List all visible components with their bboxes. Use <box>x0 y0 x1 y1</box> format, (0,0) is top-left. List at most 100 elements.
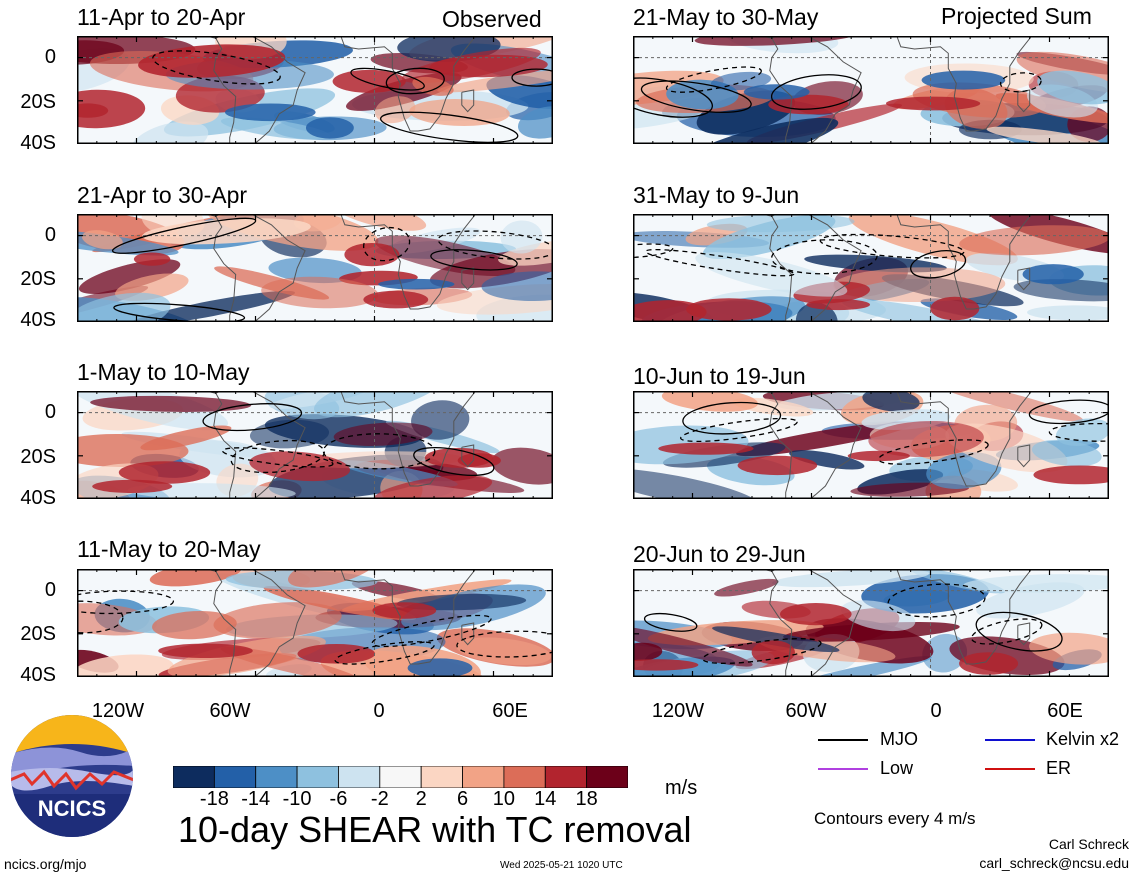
mjo-contour <box>1048 422 1109 442</box>
mjo-contour <box>702 638 822 664</box>
colorbar-swatch <box>255 766 298 788</box>
mjo-contour <box>77 590 175 615</box>
legend-label-mjo: MJO <box>880 729 918 749</box>
panel-title-8: 20-Jun to 29-Jun <box>633 541 806 567</box>
mjo-contour <box>910 250 967 279</box>
footer-email[interactable]: carl_schreck@ncsu.edu <box>979 855 1129 871</box>
colorbar-swatch <box>338 766 381 788</box>
shear-anomaly <box>409 99 510 126</box>
panel-frame <box>633 569 1109 677</box>
shear-anomaly <box>633 642 663 662</box>
colorbar-swatch <box>296 766 339 788</box>
mjo-contour <box>645 248 795 277</box>
panel-title-3: 1-May to 10-May <box>77 359 250 385</box>
colorbar-swatch <box>379 766 422 788</box>
shear-anomaly <box>959 225 1109 256</box>
shear-anomaly <box>141 214 205 238</box>
mjo-contour <box>202 403 303 432</box>
shear-anomaly <box>90 395 252 412</box>
y-tick-label: 40S <box>20 664 56 686</box>
mjo-contour <box>1028 399 1109 425</box>
shear-anomaly <box>481 271 553 302</box>
coastline <box>461 444 475 468</box>
mjo-contour <box>770 74 862 110</box>
y-tick-label: 20S <box>20 91 56 113</box>
y-tick-label: 0 <box>44 46 56 68</box>
shear-anomaly <box>213 602 342 639</box>
shear-anomaly-core <box>407 658 473 677</box>
shear-anomaly <box>78 259 181 294</box>
colorbar-swatch <box>462 766 505 788</box>
mjo-contour <box>113 302 246 322</box>
shear-anomaly-core <box>118 461 211 484</box>
colorbar-tick-label: 14 <box>534 788 557 810</box>
shear-anomaly-core <box>158 643 253 658</box>
logo-text: NCICS <box>38 796 106 821</box>
y-tick-label: 40S <box>20 487 56 509</box>
shear-anomaly <box>81 230 123 250</box>
y-tick-label: 20S <box>20 268 56 290</box>
mjo-contour <box>334 641 435 665</box>
coastline <box>1017 267 1031 291</box>
shear-anomaly <box>789 450 865 470</box>
mjo-contour <box>380 111 519 143</box>
coastline <box>461 89 475 113</box>
shear-anomaly <box>1037 70 1109 105</box>
shear-anomaly-core <box>1022 264 1084 285</box>
x-tick-label: 0 <box>930 700 942 722</box>
shear-anomaly <box>862 391 920 412</box>
colorbar-tick-label: -6 <box>329 788 348 810</box>
shear-anomaly <box>500 220 543 254</box>
mjo-contour <box>430 249 518 271</box>
mjo-contour <box>362 226 411 262</box>
shear-anomaly <box>661 391 758 412</box>
footer-author: Carl Schreck <box>1048 836 1129 852</box>
coastline <box>896 569 1033 665</box>
footer-url[interactable]: ncics.org/mjo <box>4 856 87 872</box>
coastline <box>213 391 306 499</box>
map-panel-4 <box>77 569 553 677</box>
shear-anomaly <box>986 126 1102 144</box>
map-panel-3 <box>77 391 553 499</box>
shear-anomaly-core <box>372 602 437 619</box>
colorbar-swatch <box>586 766 628 788</box>
shear-anomaly-core <box>344 243 400 267</box>
coastline <box>213 569 306 677</box>
legend-label-low: Low <box>880 758 914 778</box>
shear-anomaly <box>841 299 1008 322</box>
mjo-contour <box>970 618 1043 645</box>
mjo-contour <box>878 439 989 465</box>
x-tick-label: 60E <box>492 700 528 722</box>
mjo-contour <box>230 439 325 474</box>
coastline <box>340 214 477 310</box>
shear-anomaly <box>152 610 237 640</box>
x-tick-label: 60W <box>785 700 827 722</box>
shear-anomaly-core <box>959 652 1019 675</box>
colorbar <box>173 766 628 788</box>
shear-anomaly-core <box>806 299 870 311</box>
coastline <box>340 569 477 665</box>
mjo-contour <box>111 217 257 254</box>
contour-note: Contours every 4 m/s <box>814 809 976 828</box>
shear-anomaly <box>268 257 362 284</box>
shear-anomaly-core <box>633 659 699 671</box>
shear-anomaly <box>924 391 1083 422</box>
shear-anomaly <box>1027 305 1109 321</box>
shear-anomaly <box>695 252 848 297</box>
y-tick-label: 40S <box>20 309 56 331</box>
shear-anomaly-core <box>847 450 910 462</box>
colorbar-tick-label: -10 <box>282 788 312 810</box>
shear-anomaly <box>633 656 736 677</box>
coastline <box>769 391 862 499</box>
shear-anomaly <box>1031 439 1102 467</box>
shear-anomaly <box>140 425 232 451</box>
shear-anomaly <box>1013 279 1109 302</box>
colorbar-tick-label: 6 <box>456 788 469 810</box>
x-tick-label: 0 <box>373 700 385 722</box>
panel-frame <box>633 36 1109 144</box>
mjo-contour <box>999 72 1042 93</box>
mjo-contour <box>322 433 436 470</box>
observed-label: Observed <box>442 6 542 32</box>
shear-anomaly <box>491 447 553 485</box>
x-tick-label: 120W <box>651 700 705 722</box>
